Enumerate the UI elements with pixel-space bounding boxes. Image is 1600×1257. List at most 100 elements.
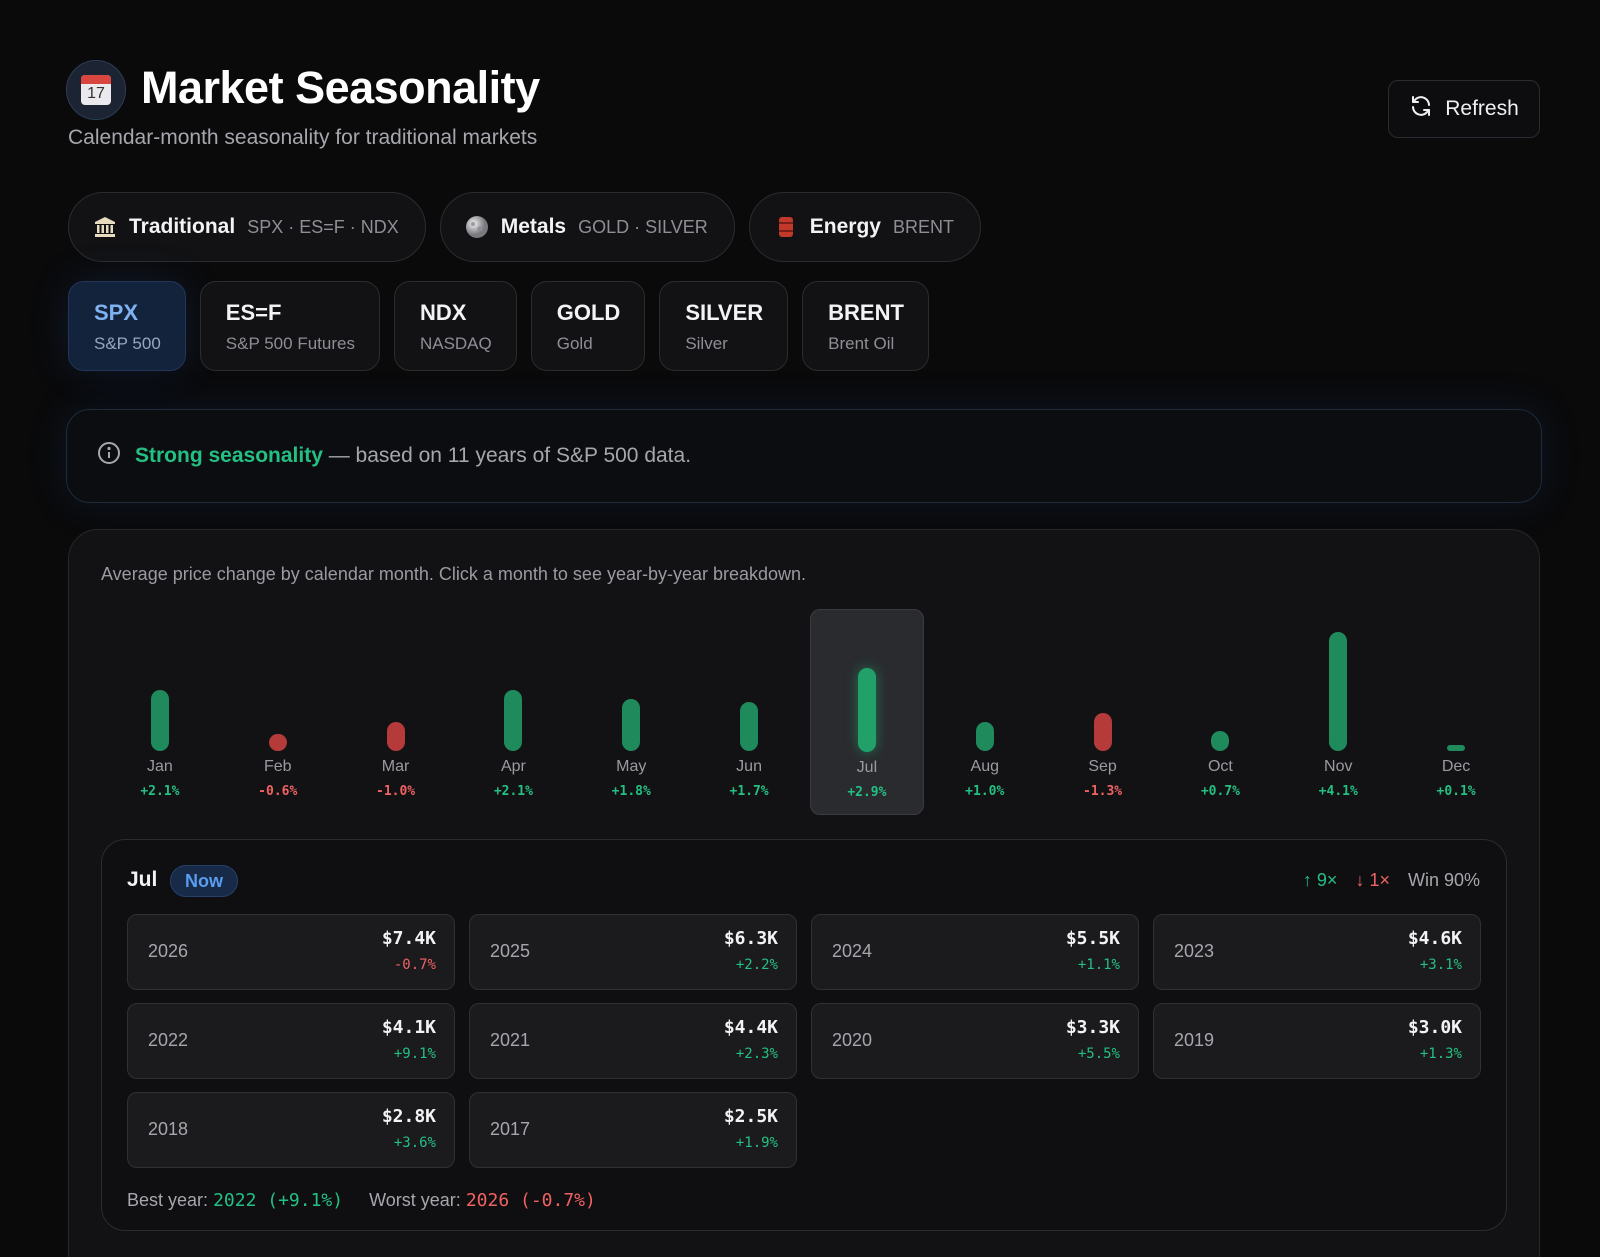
month-label: Nov [1324, 758, 1353, 775]
refresh-button[interactable]: Refresh [1388, 80, 1540, 138]
ticker-name: Silver [685, 334, 728, 353]
month-bar [504, 690, 523, 751]
monthly-bar-chart: Jan +2.1% Feb -0.6% Mar -1.0% Apr +2.1% May +1.8%… [101, 609, 1515, 815]
month-bar [1093, 713, 1112, 751]
down-count: ↓ 1× [1355, 870, 1390, 890]
month-value-label: +2.1% [493, 784, 533, 799]
ticker-gold[interactable]: GOLD Gold [530, 281, 646, 371]
win-rate: Win 90% [1407, 870, 1480, 890]
month-column-dec[interactable]: Dec +0.1% [1399, 609, 1513, 815]
month-column-mar[interactable]: Mar -1.0% [339, 609, 453, 815]
month-column-oct[interactable]: Oct +0.7% [1163, 609, 1277, 815]
ticker-name: S&P 500 [94, 334, 161, 353]
year-card: 2025 $6.3K +2.2% [469, 914, 797, 990]
year-price: $7.4K [381, 928, 436, 949]
month-value-label: +1.0% [965, 784, 1005, 799]
year-card: 2017 $2.5K +1.9% [469, 1092, 797, 1168]
year-change: +2.2% [735, 957, 778, 973]
group-label: Metals [500, 215, 567, 238]
ticker-symbol: ES=F [225, 300, 282, 325]
month-label: Apr [500, 758, 526, 775]
month-column-nov[interactable]: Nov +4.1% [1281, 609, 1395, 815]
ticker-silver[interactable]: SILVER Silver [659, 281, 789, 371]
group-symbols: GOLD · SILVER [578, 216, 708, 237]
month-column-feb[interactable]: Feb -0.6% [221, 609, 335, 815]
month-value-label: +0.1% [1436, 784, 1476, 799]
month-label: Jun [736, 758, 762, 775]
month-column-aug[interactable]: Aug +1.0% [928, 609, 1042, 815]
group-symbols: BRENT [893, 216, 955, 237]
ticker-name: Gold [556, 334, 593, 353]
month-label: May [616, 758, 647, 775]
month-label: Jul [856, 759, 878, 776]
year-card: 2022 $4.1K +9.1% [127, 1003, 455, 1079]
month-column-jan[interactable]: Jan +2.1% [103, 609, 217, 815]
year-change: +9.1% [393, 1046, 436, 1062]
chart-description: Average price change by calendar month. … [101, 564, 807, 584]
year-label: 2024 [832, 941, 873, 961]
month-column-jul[interactable]: Jul +2.9% [809, 609, 924, 815]
month-column-may[interactable]: May +1.8% [574, 609, 688, 815]
ticker-ndx[interactable]: NDX NASDAQ [393, 281, 517, 371]
page-subtitle: Calendar-month seasonality for tradition… [68, 126, 538, 149]
group-energy[interactable]: Energy BRENT [748, 192, 982, 262]
month-value-label: -1.3% [1083, 784, 1123, 799]
month-column-jun[interactable]: Jun +1.7% [692, 609, 806, 815]
year-label: 2025 [490, 941, 531, 961]
year-card: 2019 $3.0K +1.3% [1153, 1003, 1481, 1079]
month-label: Feb [263, 758, 292, 775]
year-label: 2023 [1174, 941, 1215, 961]
month-bar [1329, 632, 1348, 751]
month-column-apr[interactable]: Apr +2.1% [456, 609, 570, 815]
year-price: $3.0K [1407, 1017, 1462, 1038]
month-label: Aug [970, 758, 999, 775]
month-label: Oct [1207, 758, 1233, 775]
page-title: Market Seasonality [141, 62, 540, 113]
year-change: +2.3% [735, 1046, 778, 1062]
year-card: 2018 $2.8K +3.6% [127, 1092, 455, 1168]
month-bar [150, 690, 169, 751]
month-bar [975, 722, 994, 751]
year-price: $3.3K [1065, 1017, 1120, 1038]
ticker-symbol: BRENT [828, 300, 904, 325]
year-label: 2022 [148, 1030, 189, 1050]
group-metals[interactable]: Metals GOLD · SILVER [439, 192, 735, 262]
month-value-label: +4.1% [1318, 784, 1358, 799]
year-price: $5.5K [1065, 928, 1120, 949]
up-count: ↑ 9× [1302, 870, 1338, 890]
year-change: +5.5% [1077, 1046, 1120, 1062]
year-change: +1.1% [1077, 957, 1120, 973]
month-label: Mar [381, 758, 410, 775]
year-label: 2018 [148, 1119, 189, 1139]
year-card: 2021 $4.4K +2.3% [469, 1003, 797, 1079]
group-label: Energy [809, 215, 881, 238]
year-change: +1.3% [1419, 1046, 1462, 1062]
month-detail-panel: Jul Now ↑ 9× ↓ 1× Win 90% 2026 $7.4K -0.7%… [101, 839, 1507, 1231]
year-change: +3.1% [1419, 957, 1462, 973]
seasonality-chart-card: Average price change by calendar month. … [68, 529, 1540, 1257]
month-value-label: +1.7% [729, 784, 769, 799]
year-card: 2024 $5.5K +1.1% [811, 914, 1139, 990]
refresh-icon [1409, 94, 1433, 124]
oil-barrel-icon [774, 215, 798, 239]
group-traditional[interactable]: Traditional SPX · ES=F · NDX [68, 192, 426, 262]
ticker-brent[interactable]: BRENT Brent Oil [802, 281, 929, 371]
detail-month: Jul [127, 868, 158, 891]
best-year-label: Best year: [127, 1190, 209, 1210]
ticker-name: Brent Oil [828, 334, 895, 353]
seasonality-note: — based on 11 years of S&P 500 data. [322, 444, 692, 467]
best-year-value: 2022 (+9.1%) [213, 1190, 344, 1211]
now-badge: Now [170, 865, 238, 897]
year-price: $2.5K [723, 1106, 778, 1127]
ticker-symbol: SPX [94, 300, 139, 325]
refresh-label: Refresh [1445, 97, 1519, 120]
month-column-sep[interactable]: Sep -1.3% [1046, 609, 1160, 815]
ticker-es-f[interactable]: ES=F S&P 500 Futures [199, 281, 380, 371]
month-label: Sep [1088, 758, 1117, 775]
year-label: 2019 [1174, 1030, 1215, 1050]
month-bar [740, 701, 759, 751]
ticker-spx[interactable]: SPX S&P 500 [68, 281, 186, 371]
calendar-icon: 17 [66, 60, 126, 120]
page-header: 17 Market Seasonality Calendar-month sea… [66, 60, 1540, 170]
year-change: -0.7% [393, 957, 436, 973]
